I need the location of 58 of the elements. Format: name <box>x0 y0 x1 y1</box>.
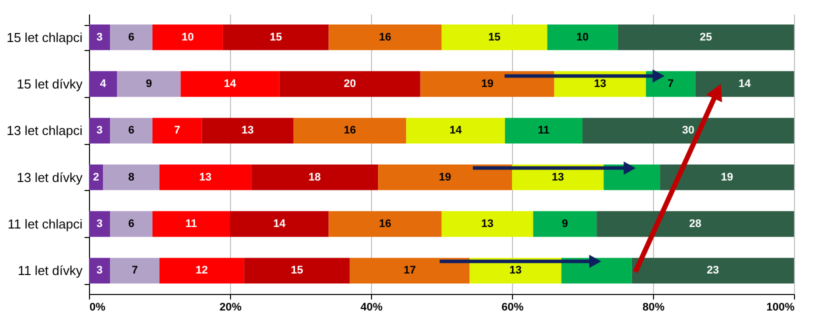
data-label: 17 <box>404 264 416 277</box>
data-label: 28 <box>689 218 702 230</box>
data-label: 4 <box>100 78 108 90</box>
y-tick-label: 11 let dívky <box>18 263 83 278</box>
data-label: 19 <box>481 78 494 90</box>
data-label: 16 <box>378 218 392 230</box>
data-label: 9 <box>146 78 152 90</box>
y-tick-label: 13 let chlapci <box>6 123 83 138</box>
data-label: 13 <box>509 264 522 277</box>
data-label: 14 <box>738 78 752 90</box>
data-label: 3 <box>96 264 103 277</box>
data-label: 11 <box>538 124 550 137</box>
data-label: 2 <box>92 171 100 184</box>
y-tick-label: 13 let dívky <box>16 170 83 185</box>
x-tick-label: 0% <box>90 302 106 314</box>
data-label: 7 <box>668 78 674 90</box>
data-label: 19 <box>438 171 452 184</box>
data-label: 16 <box>378 31 392 44</box>
data-label: 19 <box>720 171 734 184</box>
data-label: 13 <box>481 218 494 230</box>
data-label: 6 <box>128 124 134 137</box>
data-label: 7 <box>132 264 138 277</box>
data-label: 20 <box>344 78 356 90</box>
data-label: 13 <box>594 78 606 90</box>
data-label: 14 <box>449 124 463 137</box>
data-label: 16 <box>344 124 356 137</box>
data-label: 3 <box>96 124 103 137</box>
y-tick-label: 11 let chlapci <box>8 216 83 232</box>
x-tick-label: 40% <box>360 302 383 314</box>
data-label: 30 <box>682 124 694 137</box>
data-label: 15 <box>290 264 304 277</box>
x-tick-label: 100% <box>766 302 795 314</box>
data-label: 25 <box>700 31 712 44</box>
data-label: 10 <box>182 31 194 44</box>
data-label: 12 <box>196 264 208 277</box>
data-label: 13 <box>552 171 564 184</box>
data-label: 3 <box>96 218 103 230</box>
y-tick-label: 15 let chlapci <box>6 30 83 45</box>
data-label: 11 <box>185 218 198 230</box>
data-label: 6 <box>128 31 134 44</box>
data-label: 8 <box>128 171 134 184</box>
data-label: 6 <box>128 218 134 230</box>
data-label: 14 <box>224 78 237 90</box>
data-label: 15 <box>488 31 500 44</box>
data-label: 23 <box>706 264 720 277</box>
data-label: 7 <box>174 124 180 137</box>
x-tick-label: 20% <box>219 302 242 314</box>
data-label: 9 <box>562 218 568 230</box>
data-label: 13 <box>199 171 212 184</box>
data-label: 18 <box>308 171 321 184</box>
data-label: 14 <box>273 218 286 230</box>
data-label: 15 <box>270 31 282 44</box>
data-label: 10 <box>576 31 589 44</box>
y-tick-label: 15 let dívky <box>16 76 83 92</box>
data-label: 3 <box>96 31 103 44</box>
x-tick-label: 60% <box>501 302 524 314</box>
x-tick-label: 80% <box>642 302 665 314</box>
data-label: 13 <box>242 124 254 137</box>
